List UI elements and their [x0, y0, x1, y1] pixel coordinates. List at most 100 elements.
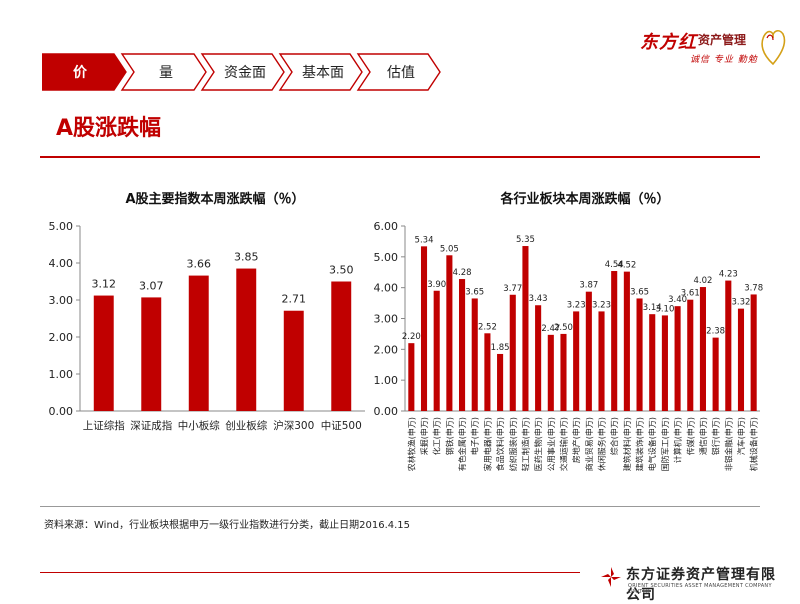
- data-label: 3.87: [579, 281, 598, 291]
- tab-4[interactable]: [356, 53, 441, 91]
- data-label: 3.43: [529, 294, 548, 304]
- data-label: 2.52: [478, 322, 497, 332]
- data-label: 5.05: [440, 244, 459, 254]
- x-tick-label: 通信(申万): [698, 417, 708, 455]
- title-divider: [40, 156, 760, 158]
- data-label: 3.23: [592, 300, 611, 310]
- data-label: 2.47: [541, 324, 560, 334]
- footer-logo: 东方证券资产管理有限公司 ORIENT SECURITIES ASSET MAN…: [600, 564, 790, 603]
- data-label: 4.54: [605, 260, 624, 270]
- x-tick-label: 农林牧渔(申万): [406, 417, 416, 471]
- data-label: 3.78: [744, 283, 763, 293]
- x-tick-label: 非银金融(申万): [723, 417, 733, 471]
- bar: [535, 305, 542, 411]
- tab-0[interactable]: [42, 53, 127, 91]
- data-label: 3.77: [503, 284, 522, 294]
- bar: [471, 298, 478, 411]
- y-tick-label: 1.00: [374, 374, 399, 387]
- tab-label-0: 价: [73, 65, 88, 81]
- x-tick-label: 家用电器(申万): [482, 417, 492, 471]
- bar: [623, 271, 630, 411]
- footer-company-en: ORIENT SECURITIES ASSET MANAGEMENT COMPA…: [628, 583, 772, 595]
- x-tick-label: 机械设备(申万): [749, 417, 759, 471]
- bar: [236, 268, 257, 411]
- tab-3[interactable]: [278, 53, 363, 91]
- bar: [509, 294, 516, 411]
- x-tick-label: 传媒(申万): [685, 417, 695, 455]
- data-label: 4.23: [719, 270, 738, 280]
- bar: [522, 246, 529, 411]
- data-label: 5.34: [415, 235, 434, 245]
- tab-2[interactable]: [200, 53, 285, 91]
- x-tick-label: 采掘(申万): [419, 417, 429, 455]
- tab-1[interactable]: [120, 53, 207, 91]
- data-label: 3.12: [92, 278, 117, 291]
- y-tick-label: 4.00: [374, 282, 399, 295]
- x-tick-label: 医药生物(申万): [533, 417, 543, 471]
- y-tick-label: 2.00: [49, 331, 74, 344]
- data-label: 3.50: [329, 264, 354, 277]
- y-tick-label: 2.00: [374, 343, 399, 356]
- data-label: 5.35: [516, 235, 535, 245]
- y-tick-label: 1.00: [49, 368, 74, 381]
- bar: [661, 315, 668, 411]
- x-tick-label: 交通运输(申万): [558, 417, 568, 471]
- tab-label-4: 估值: [387, 65, 415, 81]
- bar: [699, 287, 706, 411]
- bar: [188, 275, 209, 411]
- bar: [433, 290, 440, 411]
- x-tick-label: 公用事业(申万): [546, 417, 556, 471]
- brand-name: 东方红: [640, 32, 697, 53]
- data-label: 3.85: [234, 251, 259, 264]
- y-tick-label: 6.00: [374, 220, 399, 233]
- bar: [712, 337, 719, 411]
- bar: [408, 343, 415, 411]
- x-tick-label: 建筑材料(申万): [622, 417, 632, 471]
- orient-securities-logo-icon: [601, 567, 621, 587]
- data-label: 3.61: [681, 289, 700, 299]
- data-label: 2.71: [282, 293, 307, 306]
- x-tick-label: 综合(申万): [609, 417, 619, 455]
- x-tick-label: 商业贸易(申万): [584, 417, 594, 471]
- data-label: 3.23: [567, 300, 586, 310]
- y-tick-label: 0.00: [374, 405, 399, 418]
- x-tick-label: 中证500: [321, 419, 362, 432]
- tab-label-3: 基本面: [302, 64, 344, 81]
- bar: [674, 306, 681, 411]
- bar: [93, 295, 114, 411]
- bar: [750, 294, 757, 411]
- bar: [283, 310, 304, 411]
- bar: [737, 308, 745, 411]
- data-label: 2.38: [706, 327, 725, 337]
- data-label: 3.65: [630, 287, 649, 297]
- bar: [585, 291, 592, 411]
- data-label: 2.50: [554, 323, 573, 333]
- bar: [725, 280, 732, 411]
- y-tick-label: 5.00: [49, 220, 74, 233]
- data-label: 3.90: [427, 280, 446, 290]
- y-tick-label: 4.00: [49, 257, 74, 270]
- tab-label-1: 量: [159, 65, 173, 81]
- bar: [497, 353, 504, 411]
- bar: [547, 334, 554, 411]
- brand-logo: 东方红 资产管理 诚信 专业 勤勉: [640, 22, 790, 74]
- brand-slogan: 诚信 专业 勤勉: [690, 55, 758, 65]
- x-tick-label: 房地产(申万): [571, 417, 581, 463]
- x-tick-label: 食品饮料(申万): [495, 417, 505, 471]
- bar: [636, 298, 643, 411]
- bar: [484, 333, 491, 411]
- brand-suffix: 资产管理: [698, 33, 747, 47]
- x-tick-label: 中小板综: [178, 419, 220, 432]
- x-tick-label: 汽车(申万): [736, 417, 746, 455]
- footer-company-cn: 东方证券资产管理有限公司: [626, 567, 776, 603]
- bar: [598, 311, 605, 411]
- data-label: 3.65: [465, 287, 484, 297]
- x-tick-label: 深证成指: [130, 419, 172, 432]
- x-tick-label: 沪深300: [273, 419, 314, 432]
- source-note: 资料来源：Wind，行业板块根据申万一级行业指数进行分类，截止日期2016.4.…: [44, 520, 411, 531]
- page-title: A股涨跌幅: [56, 116, 162, 141]
- data-label: 2.20: [402, 332, 421, 342]
- data-label: 4.52: [617, 261, 636, 271]
- x-tick-label: 轻工制造(申万): [520, 417, 530, 471]
- x-tick-label: 计算机(申万): [673, 417, 683, 463]
